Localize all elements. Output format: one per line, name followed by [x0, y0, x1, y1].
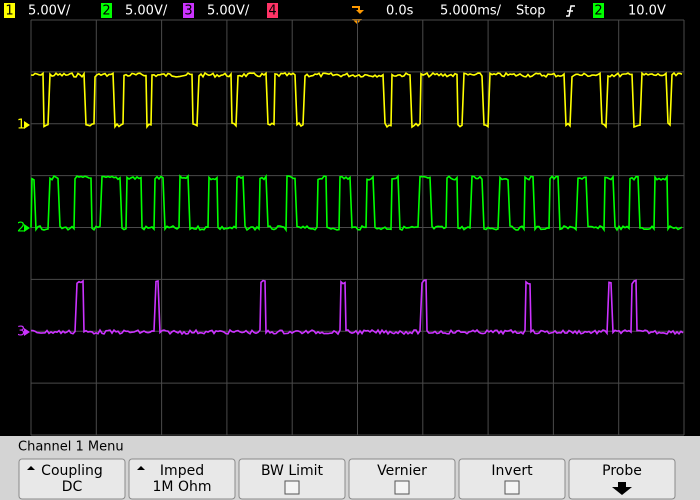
channel-scale: 5.00V/ — [125, 4, 168, 19]
softkey-value: 1M Ohm — [153, 479, 212, 495]
waveform — [30, 173, 683, 233]
softkey[interactable] — [128, 458, 236, 500]
marker-arrow — [24, 224, 30, 232]
softkey[interactable] — [568, 458, 676, 500]
waveform — [31, 279, 684, 336]
menu-arrow — [27, 466, 35, 470]
checkbox — [504, 480, 520, 495]
channel-number: 3 — [184, 4, 192, 19]
checkbox — [394, 480, 410, 495]
channel-badge — [183, 3, 194, 18]
marker-arrow — [24, 121, 30, 129]
trigger-source: 2 — [594, 4, 602, 19]
softkey-label: Coupling — [41, 463, 103, 479]
softkey[interactable] — [458, 458, 566, 500]
channel-scale: 5.00V/ — [207, 4, 250, 19]
time-offset: 0.0s — [386, 4, 414, 19]
graticule — [30, 19, 685, 436]
trigger-slope-icon — [566, 5, 575, 17]
softkey-label: Invert — [491, 463, 533, 479]
softkey-value: DC — [62, 479, 83, 495]
trigger-position-marker — [352, 6, 364, 14]
channel-number: 2 — [102, 4, 110, 19]
softkey-label: BW Limit — [261, 463, 324, 479]
time-scale: 5.000ms/ — [440, 4, 502, 19]
trigger-level: 10.0V — [628, 4, 666, 19]
channel-badge — [267, 3, 278, 18]
channel-marker: 2 — [17, 221, 25, 236]
run-state: Stop — [516, 4, 546, 19]
trigger-source-badge — [593, 3, 604, 18]
channel-badge — [4, 3, 15, 18]
channel-badge — [101, 3, 112, 18]
softkey[interactable] — [348, 458, 456, 500]
menu-title: Channel 1 Menu — [18, 440, 124, 455]
traces — [30, 71, 684, 336]
menu-arrow — [137, 466, 145, 470]
channel-scale: 5.00V/ — [28, 4, 71, 19]
channel-marker: 1 — [17, 118, 25, 133]
channel-number: 1 — [5, 4, 13, 19]
checkbox — [284, 480, 300, 495]
channel-number: 4 — [268, 4, 276, 19]
channel-marker: 3 — [17, 325, 25, 340]
down-arrow — [612, 482, 632, 495]
softkey-label: Vernier — [377, 463, 427, 479]
waveform — [30, 71, 683, 130]
softkey[interactable] — [238, 458, 346, 500]
marker-arrow — [24, 328, 30, 336]
softkey[interactable] — [18, 458, 126, 500]
softkey-label: Probe — [602, 463, 642, 479]
softkey-label: Imped — [160, 463, 204, 479]
